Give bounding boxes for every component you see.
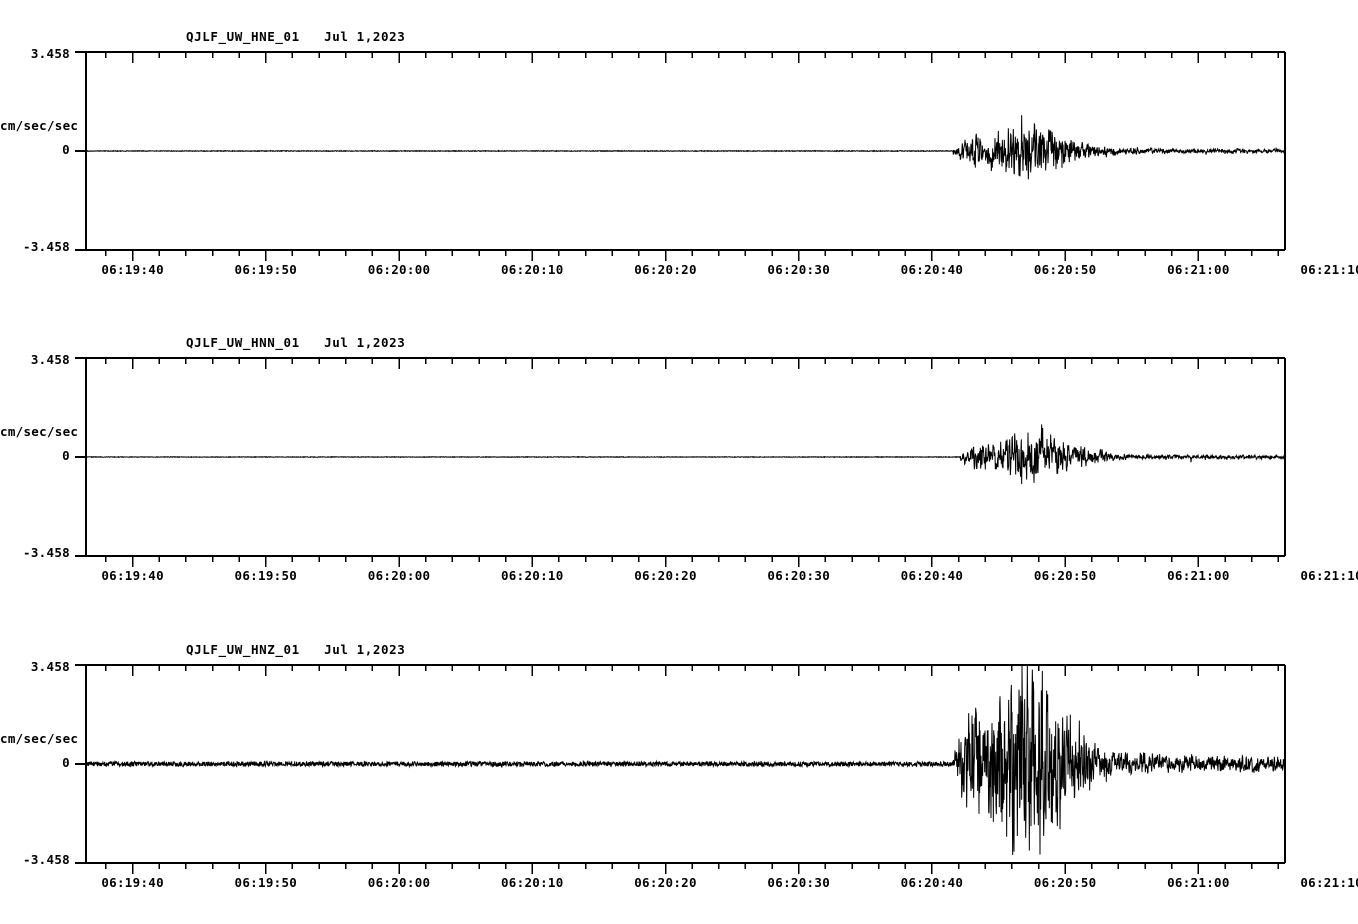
x-tick-label: 06:20:40: [900, 875, 964, 890]
x-tick-label: 06:21:10: [1300, 568, 1358, 583]
plot-area-hnz: [75, 664, 1286, 874]
x-tick-label: 06:21:10: [1300, 262, 1358, 277]
x-tick-label: 06:20:50: [1033, 262, 1097, 277]
x-tick-label: 06:20:40: [900, 568, 964, 583]
x-tick-label: 06:19:50: [234, 262, 298, 277]
plot-area-hnn: [75, 357, 1286, 567]
x-tick-label: 06:20:20: [634, 568, 697, 583]
y-tick-min-hnn: -3.458: [23, 545, 70, 560]
y-tick-min-hne: -3.458: [23, 239, 70, 254]
x-tick-label: 06:20:20: [634, 262, 697, 277]
y-tick-max-hne: 3.458: [30, 46, 70, 61]
x-tick-label: 06:20:10: [500, 568, 564, 583]
x-tick-label: 06:20:00: [367, 875, 431, 890]
y-axis-label-hnn: cm/sec/sec: [0, 424, 79, 439]
plot-area-hne: [75, 51, 1286, 261]
panel-title-hne: QJLF_UW_HNE_01 Jul 1,2023: [186, 29, 406, 44]
seismogram-panel-hne: QJLF_UW_HNE_01 Jul 1,2023 cm/sec/sec 3.4…: [0, 0, 1358, 300]
y-tick-zero-hnz: 0: [62, 755, 70, 770]
x-tick-label: 06:21:00: [1167, 875, 1230, 890]
x-tick-label: 06:20:30: [767, 875, 831, 890]
x-tick-label: 06:21:00: [1167, 568, 1230, 583]
y-tick-zero-hnn: 0: [62, 448, 70, 463]
y-axis-label-hnz: cm/sec/sec: [0, 731, 79, 746]
x-tick-label: 06:20:40: [900, 262, 964, 277]
x-tick-label: 06:21:10: [1300, 875, 1358, 890]
x-tick-label: 06:20:30: [767, 262, 831, 277]
x-tick-label: 06:19:50: [234, 568, 298, 583]
y-tick-max-hnn: 3.458: [30, 352, 70, 367]
x-tick-label: 06:20:50: [1033, 568, 1097, 583]
y-tick-max-hnz: 3.458: [30, 659, 70, 674]
panel-title-hnn: QJLF_UW_HNN_01 Jul 1,2023: [186, 335, 406, 350]
seismogram-panel-hnn: QJLF_UW_HNN_01 Jul 1,2023 cm/sec/sec 3.4…: [0, 306, 1358, 606]
x-tick-label: 06:20:10: [500, 262, 564, 277]
x-tick-label: 06:20:10: [500, 875, 564, 890]
x-tick-label: 06:20:20: [634, 875, 697, 890]
x-tick-label: 06:19:40: [101, 568, 164, 583]
x-tick-label: 06:20:00: [367, 568, 431, 583]
x-tick-label: 06:19:40: [101, 262, 164, 277]
y-tick-zero-hne: 0: [62, 142, 70, 157]
x-tick-label: 06:20:50: [1033, 875, 1097, 890]
panel-title-hnz: QJLF_UW_HNZ_01 Jul 1,2023: [186, 642, 406, 657]
x-tick-label: 06:21:00: [1167, 262, 1230, 277]
y-tick-min-hnz: -3.458: [23, 852, 70, 867]
y-axis-label-hne: cm/sec/sec: [0, 118, 79, 133]
x-tick-label: 06:20:30: [767, 568, 831, 583]
x-tick-label: 06:20:00: [367, 262, 431, 277]
x-tick-label: 06:19:40: [101, 875, 164, 890]
seismogram-panel-hnz: QJLF_UW_HNZ_01 Jul 1,2023 cm/sec/sec 3.4…: [0, 613, 1358, 918]
x-tick-label: 06:19:50: [234, 875, 298, 890]
